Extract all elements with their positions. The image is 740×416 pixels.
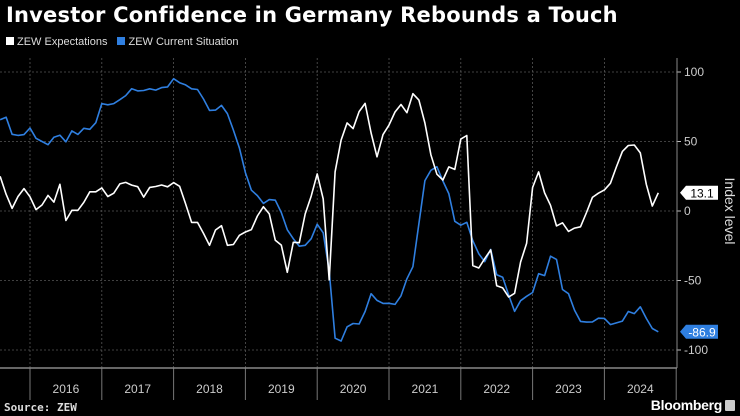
legend-item-expectations: ZEW Expectations [6,36,107,48]
x-tick-label: 2019 [268,382,295,396]
last-value-tag-expectations [680,185,718,200]
source-note: Source: ZEW [4,401,77,414]
legend: ZEW Expectations ZEW Current Situation [6,36,239,48]
legend-label: ZEW Current Situation [128,36,239,48]
chart-title: Investor Confidence in Germany Rebounds … [6,3,618,27]
legend-item-current-situation: ZEW Current Situation [117,36,239,48]
y-tick-label: 100 [684,65,704,79]
y-tick-label: 0 [684,204,691,218]
y-tick-label: -50 [684,274,702,288]
x-tick-label: 2023 [555,382,582,396]
bloomberg-logo: Bloomberg [650,397,723,413]
x-tick-label: 2018 [196,382,223,396]
last-value-label-expectations: 13.1 [690,186,714,200]
x-tick-label: 2016 [53,382,80,396]
legend-label: ZEW Expectations [17,36,108,48]
y-tick-label: 50 [684,135,698,149]
y-tick-label: -100 [684,343,708,357]
last-value-label-current-situation: -86.9 [688,325,716,339]
x-tick-label: 2017 [124,382,151,396]
legend-swatch-expectations [6,37,14,45]
x-tick-label: 2021 [412,382,439,396]
bloomberg-chart-icon [725,400,735,411]
series-line-current-situation [0,77,659,342]
y-axis-label: Index level [722,178,738,245]
series-line-expectations [0,92,660,298]
x-tick-label: 2022 [483,382,510,396]
legend-swatch-current-situation [117,37,126,45]
last-value-tag-current-situation [680,324,718,339]
x-tick-label: 2020 [340,382,367,396]
x-tick-label: 2024 [627,382,654,396]
